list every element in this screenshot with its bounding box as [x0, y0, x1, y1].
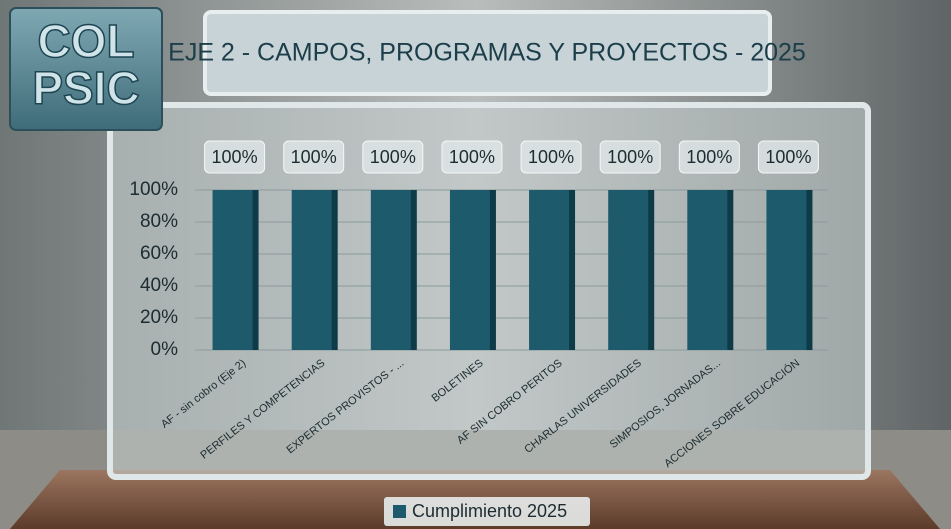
- logo-text: COL: [37, 15, 134, 67]
- legend-box: [384, 497, 590, 526]
- bar-side: [331, 190, 338, 350]
- bar: [291, 190, 336, 350]
- y-tick-label: 20%: [140, 307, 178, 328]
- bar-side: [569, 190, 576, 350]
- logo-box: [9, 7, 163, 131]
- value-label: 100%: [528, 147, 574, 167]
- y-tick-label: 60%: [140, 243, 178, 264]
- value-label: 100%: [765, 147, 811, 167]
- value-label-box: [283, 140, 345, 174]
- title-box: [203, 10, 772, 96]
- value-label-box: [599, 140, 661, 174]
- bar-side: [252, 190, 259, 350]
- value-label: 100%: [291, 147, 337, 167]
- value-label-box: [441, 140, 503, 174]
- value-label-box: [678, 140, 740, 174]
- y-tick-label: 0%: [151, 339, 179, 360]
- bar: [370, 190, 415, 350]
- value-label-box: [757, 140, 819, 174]
- value-label: 100%: [370, 147, 416, 167]
- bar-side: [806, 190, 813, 350]
- value-label: 100%: [686, 147, 732, 167]
- value-label-box: [204, 140, 266, 174]
- y-tick-label: 100%: [129, 179, 178, 200]
- legend-label: Cumplimiento 2025: [412, 501, 567, 521]
- value-label: 100%: [607, 147, 653, 167]
- bar-side: [648, 190, 655, 350]
- bar: [766, 190, 811, 350]
- bar: [449, 190, 494, 350]
- bar: [212, 190, 257, 350]
- value-label: 100%: [449, 147, 495, 167]
- bar-side: [489, 190, 496, 350]
- bar: [608, 190, 653, 350]
- value-label-box: [520, 140, 582, 174]
- y-tick-label: 40%: [140, 275, 178, 296]
- chart-title: EJE 2 - CAMPOS, PROGRAMAS Y PROYECTOS - …: [168, 39, 806, 67]
- bar-side: [410, 190, 417, 350]
- value-label: 100%: [212, 147, 258, 167]
- bar-side: [727, 190, 734, 350]
- bar: [529, 190, 574, 350]
- y-tick-label: 80%: [140, 211, 178, 232]
- legend-swatch: [393, 505, 406, 518]
- logo-text: PSIC: [32, 62, 139, 114]
- bar: [687, 190, 732, 350]
- value-label-box: [362, 140, 424, 174]
